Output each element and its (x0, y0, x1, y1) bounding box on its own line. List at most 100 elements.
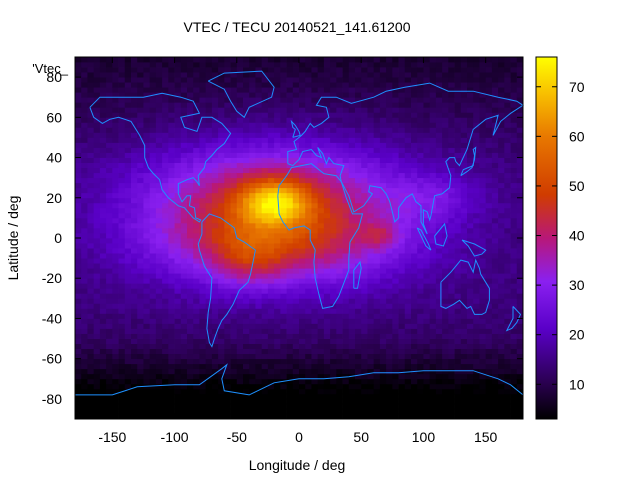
heat-cell (417, 137, 424, 143)
heat-cell (361, 202, 368, 209)
heat-cell (361, 112, 368, 118)
heat-cell (342, 323, 350, 329)
heat-cell (336, 258, 343, 264)
heat-cell (336, 308, 343, 314)
heat-cell (317, 293, 325, 299)
heat-cell (155, 102, 163, 108)
heat-cell (317, 137, 325, 143)
heat-cell (118, 403, 126, 410)
heat-cell (224, 298, 231, 304)
heat-cell (342, 283, 350, 289)
heat-cell (187, 363, 194, 370)
heat-cell (205, 212, 213, 219)
heat-cell (99, 338, 107, 344)
heat-cell (417, 388, 424, 395)
heat-cell (224, 187, 231, 194)
heat-cell (442, 82, 449, 88)
heat-cell (404, 177, 412, 184)
heat-cell (467, 87, 474, 93)
heat-cell (454, 268, 462, 274)
heat-cell (93, 393, 101, 400)
heat-cell (442, 318, 449, 324)
heat-cell (429, 338, 437, 344)
heat-cell (149, 67, 157, 73)
heat-cell (168, 132, 175, 138)
heat-cell (361, 358, 368, 365)
heat-cell (155, 97, 163, 103)
heat-cell (386, 122, 393, 128)
heat-cell (224, 122, 231, 128)
heat-cell (199, 343, 207, 350)
heat-cell (137, 92, 144, 98)
heat-cell (87, 298, 95, 304)
heat-cell (261, 283, 269, 289)
heat-cell (75, 117, 82, 123)
heat-cell (305, 167, 312, 174)
heat-cell (255, 92, 263, 98)
heat-cell (454, 398, 462, 405)
heat-cell (460, 72, 468, 78)
heat-cell (143, 212, 151, 219)
heat-cell (286, 338, 294, 344)
heat-cell (168, 383, 175, 390)
heat-cell (249, 313, 256, 319)
heat-cell (299, 122, 306, 128)
heat-cell (174, 107, 182, 113)
heat-cell (435, 313, 443, 319)
heat-cell (336, 147, 343, 153)
heat-cell (118, 77, 126, 83)
heat-cell (224, 283, 231, 289)
heat-cell (87, 182, 95, 189)
heat-cell (379, 273, 387, 279)
heat-cell (199, 97, 207, 103)
heat-cell (379, 92, 387, 98)
heat-cell (361, 162, 368, 169)
heat-cell (361, 77, 368, 83)
heat-cell (336, 378, 343, 385)
heat-cell (267, 243, 275, 249)
heat-cell (99, 358, 107, 365)
heat-cell (243, 62, 250, 68)
heat-cell (379, 147, 387, 153)
heat-cell (124, 177, 132, 184)
heat-cell (398, 192, 406, 199)
heat-cell (373, 92, 381, 98)
heat-cell (224, 258, 231, 264)
heat-cell (305, 57, 312, 63)
heat-cell (386, 97, 393, 103)
heat-cell (137, 222, 144, 229)
heat-cell (498, 268, 505, 274)
heat-cell (174, 243, 182, 249)
heat-cell (379, 238, 387, 244)
heat-cell (87, 172, 95, 179)
heat-cell (267, 217, 275, 224)
heat-cell (336, 343, 343, 350)
heat-cell (454, 388, 462, 395)
heat-cell (485, 393, 493, 400)
heat-cell (218, 177, 225, 184)
heat-cell (205, 378, 213, 385)
heat-cell (199, 72, 207, 78)
heat-cell (491, 127, 499, 133)
heat-cell (311, 348, 319, 355)
heat-cell (155, 278, 163, 284)
heat-cell (417, 57, 424, 63)
heat-cell (467, 67, 474, 73)
heat-cell (398, 137, 406, 143)
heat-cell (218, 328, 225, 334)
heat-cell (274, 393, 281, 400)
heat-cell (330, 278, 337, 284)
heat-cell (81, 273, 88, 279)
heat-cell (330, 82, 337, 88)
heat-cell (305, 162, 312, 169)
heat-cell (336, 87, 343, 93)
heat-cell (348, 62, 356, 68)
heat-cell (286, 323, 294, 329)
heat-cell (467, 398, 474, 405)
heat-cell (411, 67, 418, 73)
heat-cell (448, 288, 455, 294)
heat-cell (323, 318, 331, 324)
heat-cell (423, 378, 431, 385)
heat-cell (255, 343, 263, 350)
heat-cell (305, 72, 312, 78)
